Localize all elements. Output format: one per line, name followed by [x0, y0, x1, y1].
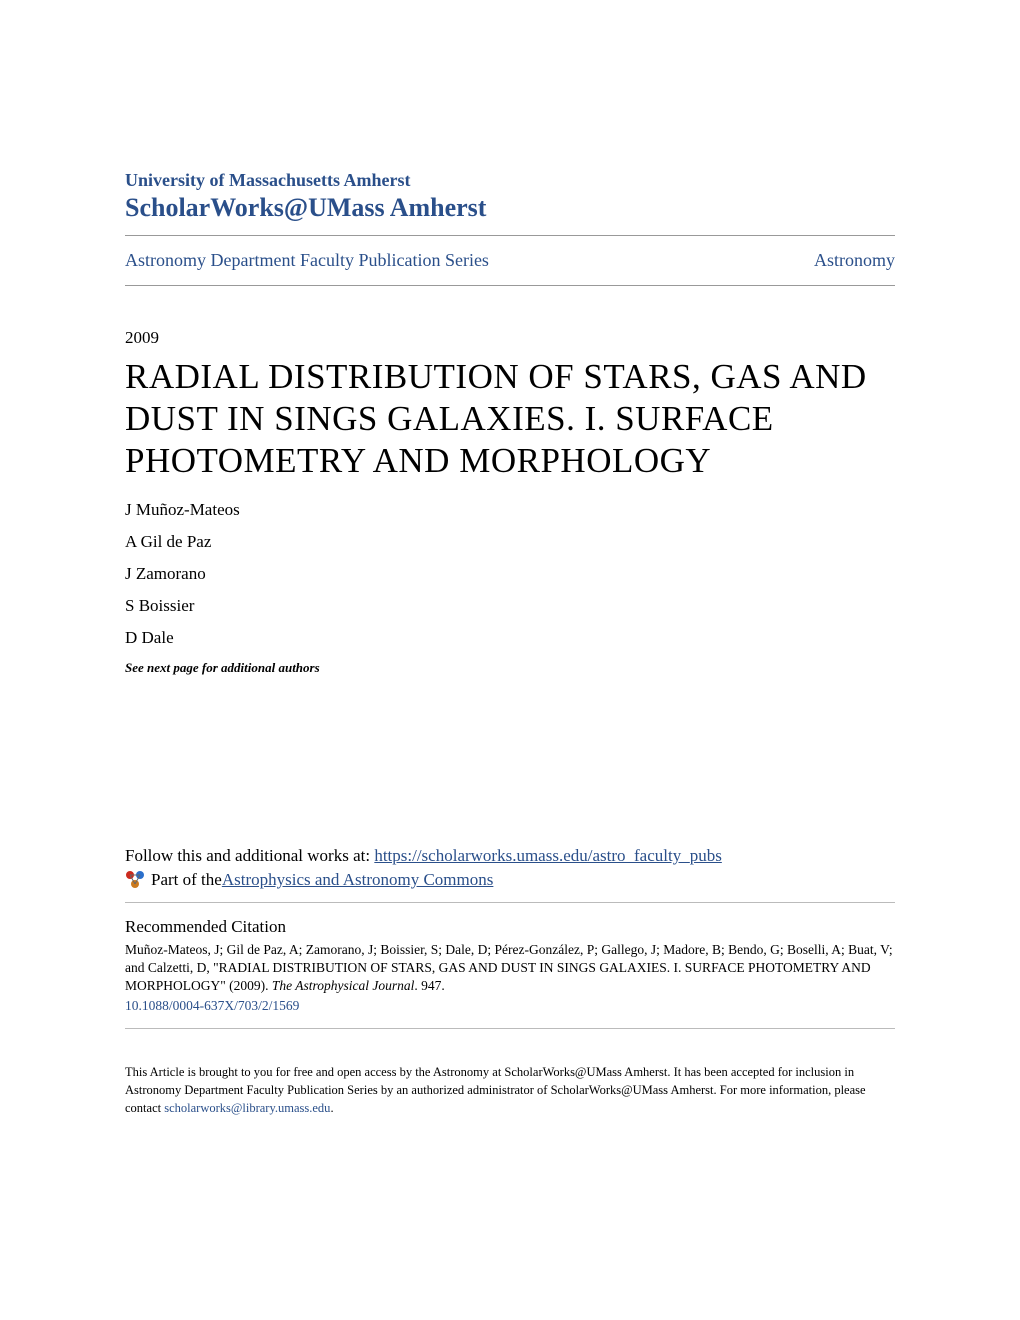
footer-suffix: .: [330, 1101, 333, 1115]
citation-divider-bottom: [125, 1028, 895, 1029]
citation-number: . 947.: [414, 978, 444, 993]
author-name: D Dale: [125, 628, 895, 648]
author-name: S Boissier: [125, 596, 895, 616]
department-link[interactable]: Astronomy: [814, 250, 895, 271]
footer-text: This Article is brought to you for free …: [125, 1063, 895, 1117]
follow-section: Follow this and additional works at: htt…: [125, 846, 895, 866]
header-divider-bottom: [125, 285, 895, 286]
publication-year: 2009: [125, 328, 895, 348]
contact-email-link[interactable]: scholarworks@library.umass.edu: [164, 1101, 330, 1115]
commons-link[interactable]: Astrophysics and Astronomy Commons: [222, 870, 494, 890]
see-next-authors: See next page for additional authors: [125, 660, 895, 676]
author-name: J Zamorano: [125, 564, 895, 584]
citation-body: Muñoz-Mateos, J; Gil de Paz, A; Zamorano…: [125, 942, 893, 993]
author-name: A Gil de Paz: [125, 532, 895, 552]
part-of-prefix: Part of the: [151, 870, 222, 890]
follow-url-link[interactable]: https://scholarworks.umass.edu/astro_fac…: [374, 846, 722, 865]
citation-text: Muñoz-Mateos, J; Gil de Paz, A; Zamorano…: [125, 941, 895, 996]
article-title: RADIAL DISTRIBUTION OF STARS, GAS AND DU…: [125, 356, 895, 482]
part-of-row: Part of the Astrophysics and Astronomy C…: [125, 870, 895, 890]
institution-name: University of Massachusetts Amherst: [125, 170, 895, 191]
follow-prefix: Follow this and additional works at:: [125, 846, 374, 865]
citation-divider-top: [125, 902, 895, 903]
series-link[interactable]: Astronomy Department Faculty Publication…: [125, 250, 489, 271]
author-name: J Muñoz-Mateos: [125, 500, 895, 520]
doi-link[interactable]: 10.1088/0004-637X/703/2/1569: [125, 998, 895, 1014]
breadcrumb-row: Astronomy Department Faculty Publication…: [125, 236, 895, 285]
network-icon: [125, 870, 145, 890]
citation-heading: Recommended Citation: [125, 917, 895, 937]
repository-name[interactable]: ScholarWorks@UMass Amherst: [125, 193, 895, 223]
citation-journal: The Astrophysical Journal: [272, 978, 415, 993]
